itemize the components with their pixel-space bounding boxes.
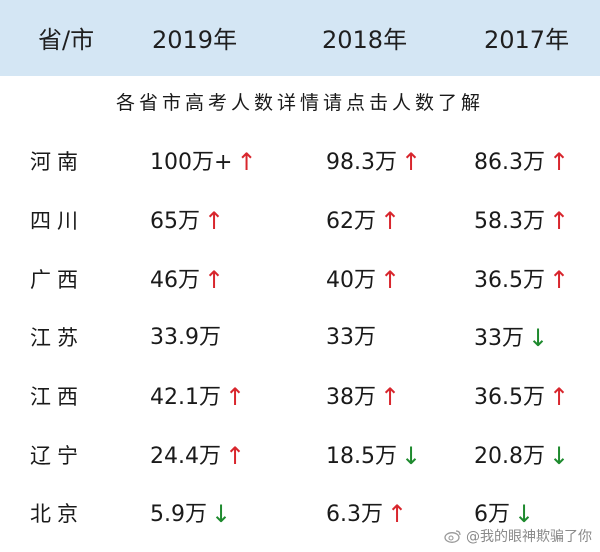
value-2017[interactable]: 36.5万 ↑	[474, 377, 569, 418]
value-2017[interactable]: 58.3万 ↑	[474, 201, 569, 242]
value-2018[interactable]: 18.5万 ↓	[326, 436, 421, 477]
table-row: 江西 42.1万 ↑ 38万 ↑ 36.5万 ↑	[0, 377, 600, 417]
arrow-up-icon: ↑	[549, 148, 570, 176]
arrow-up-icon: ↑	[549, 383, 570, 411]
province-name: 江苏	[30, 326, 84, 350]
header-2019: 2019年	[152, 26, 238, 54]
arrow-down-icon: ↓	[549, 442, 570, 470]
arrow-up-icon: ↑	[380, 266, 401, 294]
value-text: 86.3万	[474, 150, 545, 175]
value-text: 33万	[474, 326, 524, 351]
value-text: 100万+	[150, 150, 233, 175]
province-name: 江西	[30, 385, 84, 409]
header-2018: 2018年	[322, 26, 408, 54]
value-text: 42.1万	[150, 385, 221, 410]
value-2019[interactable]: 24.4万 ↑	[150, 436, 245, 477]
value-2019[interactable]: 5.9万 ↓	[150, 494, 231, 535]
value-2017[interactable]: 36.5万 ↑	[474, 260, 569, 301]
arrow-down-icon: ↓	[211, 500, 232, 528]
arrow-up-icon: ↑	[225, 383, 246, 411]
value-text: 33.9万	[150, 325, 221, 350]
value-2019[interactable]: 46万 ↑	[150, 260, 224, 301]
value-text: 36.5万	[474, 385, 545, 410]
province-name: 辽宁	[30, 444, 84, 468]
arrow-up-icon: ↑	[401, 148, 422, 176]
value-text: 62万	[326, 209, 376, 234]
value-2019[interactable]: 42.1万 ↑	[150, 377, 245, 418]
value-text: 58.3万	[474, 209, 545, 234]
value-text: 33万	[326, 325, 376, 350]
arrow-up-icon: ↑	[204, 266, 225, 294]
value-2018[interactable]: 6.3万 ↑	[326, 494, 407, 535]
arrow-up-icon: ↑	[380, 383, 401, 411]
header-2017: 2017年	[484, 26, 570, 54]
table-row: 广西 46万 ↑ 40万 ↑ 36.5万 ↑	[0, 260, 600, 300]
table-row: 四川 65万 ↑ 62万 ↑ 58.3万 ↑	[0, 201, 600, 241]
value-2017[interactable]: 86.3万 ↑	[474, 142, 569, 183]
value-2018[interactable]: 40万 ↑	[326, 260, 400, 301]
value-2019[interactable]: 33.9万	[150, 318, 221, 358]
value-text: 6万	[474, 502, 510, 527]
watermark: @我的眼神欺骗了你	[444, 526, 592, 546]
value-2019[interactable]: 65万 ↑	[150, 201, 224, 242]
value-2017[interactable]: 20.8万 ↓	[474, 436, 569, 477]
arrow-up-icon: ↑	[549, 266, 570, 294]
value-2017[interactable]: 6万 ↓	[474, 494, 534, 535]
watermark-text: @我的眼神欺骗了你	[466, 529, 592, 545]
value-text: 24.4万	[150, 444, 221, 469]
value-text: 36.5万	[474, 268, 545, 293]
value-2019[interactable]: 100万+ ↑	[150, 142, 257, 183]
subtitle: 各省市高考人数详情请点击人数了解	[115, 92, 484, 114]
province-name: 广西	[30, 268, 84, 292]
value-text: 6.3万	[326, 502, 383, 527]
arrow-down-icon: ↓	[528, 324, 549, 352]
value-2018[interactable]: 38万 ↑	[326, 377, 400, 418]
arrow-up-icon: ↑	[380, 207, 401, 235]
value-2017[interactable]: 33万 ↓	[474, 318, 548, 359]
province-name: 北京	[30, 502, 84, 526]
arrow-down-icon: ↓	[514, 500, 535, 528]
arrow-up-icon: ↑	[225, 442, 246, 470]
value-2018[interactable]: 98.3万 ↑	[326, 142, 421, 183]
header-province: 省/市	[38, 26, 95, 54]
arrow-up-icon: ↑	[204, 207, 225, 235]
table-header: 省/市 2019年 2018年 2017年	[0, 0, 600, 76]
value-text: 98.3万	[326, 150, 397, 175]
value-text: 65万	[150, 209, 200, 234]
table-row: 江苏 33.9万 33万 33万 ↓	[0, 318, 600, 358]
value-text: 5.9万	[150, 502, 207, 527]
table-row: 北京 5.9万 ↓ 6.3万 ↑ 6万 ↓	[0, 494, 600, 534]
table-row: 河南 100万+ ↑ 98.3万 ↑ 86.3万 ↑	[0, 142, 600, 182]
arrow-down-icon: ↓	[401, 442, 422, 470]
value-text: 46万	[150, 268, 200, 293]
value-text: 20.8万	[474, 444, 545, 469]
province-name: 四川	[30, 209, 84, 233]
table-row: 辽宁 24.4万 ↑ 18.5万 ↓ 20.8万 ↓	[0, 436, 600, 476]
value-text: 40万	[326, 268, 376, 293]
value-2018[interactable]: 62万 ↑	[326, 201, 400, 242]
value-text: 38万	[326, 385, 376, 410]
arrow-up-icon: ↑	[387, 500, 408, 528]
arrow-up-icon: ↑	[236, 148, 257, 176]
province-name: 河南	[30, 150, 84, 174]
value-2018[interactable]: 33万	[326, 318, 376, 358]
value-text: 18.5万	[326, 444, 397, 469]
arrow-up-icon: ↑	[549, 207, 570, 235]
weibo-icon	[444, 530, 461, 543]
